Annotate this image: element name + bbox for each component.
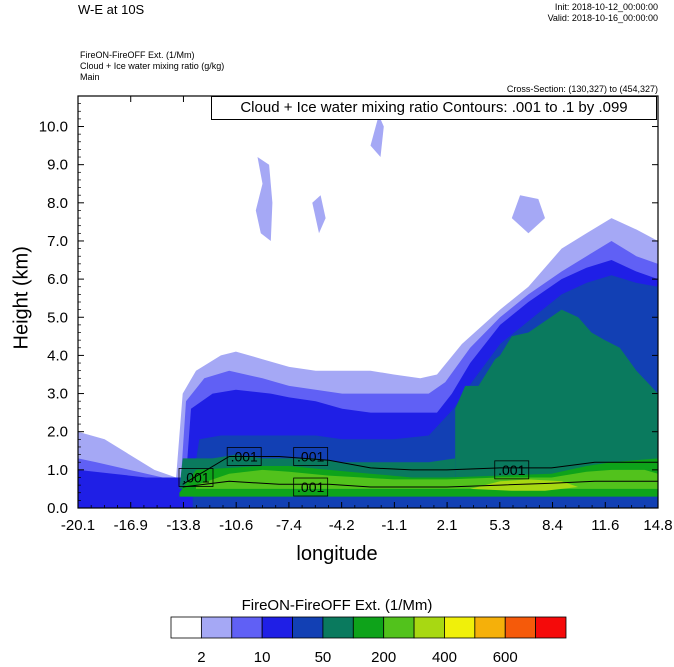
valid-time: Valid: 2018-10-16_00:00:00 — [547, 13, 658, 23]
colorbar-swatch — [444, 616, 476, 639]
svg-text:.001: .001 — [297, 449, 324, 465]
contour-label-layer: .001 .001 .001 .001 .001 — [178, 447, 530, 497]
colorbar: 2 10 50 200 400 600 — [170, 616, 567, 666]
x-tick-label: -16.9 — [114, 517, 148, 534]
colorbar-swatch — [200, 616, 233, 639]
colorbar-swatch — [474, 616, 506, 639]
colorbar-tick-label: 50 — [315, 649, 332, 666]
x-tick-label: 14.8 — [643, 517, 672, 534]
svg-text:.001: .001 — [498, 462, 525, 478]
fill-region-level-1 — [511, 195, 545, 234]
contour-layer — [182, 456, 658, 488]
cross-section-info: Cross-Section: (130,327) to (454,327) — [506, 84, 658, 94]
svg-text:.001: .001 — [297, 479, 324, 495]
y-tick-label: 10.0 — [39, 119, 68, 136]
contour-line — [182, 480, 658, 488]
x-tick-label: -1.1 — [381, 517, 407, 534]
y-tick-label: 0.0 — [47, 500, 68, 517]
fill-region-level-8 — [470, 479, 579, 491]
fill-region-level-1 — [370, 115, 384, 157]
y-tick-label: 1.0 — [47, 462, 68, 479]
x-tick-label: 8.4 — [542, 517, 563, 534]
x-axis-label: longitude — [296, 543, 378, 565]
svg-text:.001: .001 — [182, 469, 209, 485]
x-axis: -20.1 -16.9 -13.8 -10.6 -7.4 -4.2 -1.1 2.1 5.3 8.… — [61, 96, 673, 534]
x-tick-label: -7.4 — [276, 517, 302, 534]
colorbar-swatch — [413, 616, 445, 639]
contour-label: .001 — [226, 447, 262, 466]
init-time: Init: 2018-10-12_00:00:00 — [554, 2, 658, 12]
colorbar-tick-label: 400 — [432, 649, 457, 666]
x-tick-label: -10.6 — [219, 517, 253, 534]
colorbar-tick-label: 2 — [197, 649, 205, 666]
colorbar-swatch — [261, 616, 293, 639]
y-axis: 0.0 1.0 2.0 3.0 4.0 5.0 6.0 7.0 8.0 9.0 10.0 — [39, 95, 658, 517]
y-tick-label: 6.0 — [47, 271, 68, 288]
colorbar-title: FireON-FireOFF Ext. (1/Mm) — [241, 597, 433, 614]
colorbar-tick-label: 10 — [254, 649, 271, 666]
svg-text:.001: .001 — [231, 449, 258, 465]
x-tick-label: -13.8 — [166, 517, 200, 534]
y-tick-label: 4.0 — [47, 347, 68, 364]
variable-line-3: Main — [80, 72, 100, 82]
fill-region-level-3 — [78, 469, 186, 508]
y-axis-label: Height (km) — [10, 246, 33, 350]
x-tick-label: 11.6 — [591, 517, 619, 534]
colorbar-swatch — [170, 616, 202, 639]
fill-region-level-1 — [255, 157, 273, 241]
colorbar-swatch — [535, 616, 567, 639]
plot-title: W-E at 10S — [78, 2, 145, 17]
colorbar-swatch — [383, 616, 415, 639]
colorbar-tick-label: 200 — [371, 649, 396, 666]
colorbar-swatch — [504, 616, 537, 639]
colorbar-tick-label: 600 — [493, 649, 518, 666]
y-tick-label: 5.0 — [47, 309, 68, 326]
y-tick-label: 2.0 — [47, 424, 68, 441]
fill-layer — [78, 115, 658, 508]
y-tick-label: 7.0 — [47, 233, 68, 250]
contour-label: .001 — [293, 447, 329, 466]
y-tick-label: 3.0 — [47, 386, 68, 403]
y-tick-label: 8.0 — [47, 195, 68, 212]
colorbar-swatch — [231, 616, 263, 639]
contour-label: .001 — [178, 468, 214, 487]
x-tick-label: -20.1 — [61, 517, 95, 534]
variable-line-2: Cloud + Ice water mixing ratio (g/kg) — [80, 61, 225, 71]
contour-label: .001 — [494, 460, 530, 480]
colorbar-swatch — [292, 616, 324, 639]
x-tick-label: 5.3 — [489, 517, 510, 534]
fill-region-level-5 — [455, 309, 658, 489]
contour-info-box: Cloud + Ice water mixing ratio Contours:… — [211, 96, 657, 120]
variable-line-1: FireON-FireOFF Ext. (1/Mm) — [80, 50, 195, 60]
fill-region-level-1 — [312, 195, 326, 234]
contour-label: .001 — [293, 477, 329, 497]
x-tick-label: -4.2 — [329, 517, 355, 534]
y-tick-label: 9.0 — [47, 157, 68, 174]
colorbar-swatch — [352, 616, 385, 639]
x-tick-label: 2.1 — [437, 517, 458, 534]
contour-line — [182, 456, 658, 485]
colorbar-swatch — [322, 616, 354, 639]
